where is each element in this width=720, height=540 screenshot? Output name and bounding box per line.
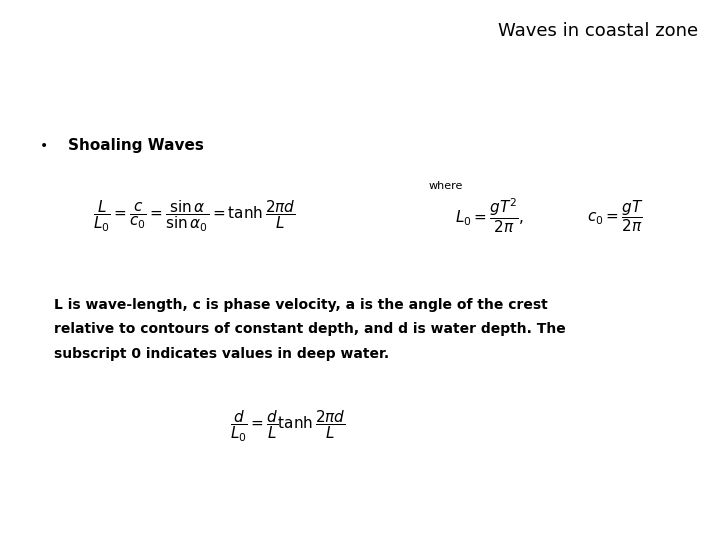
Text: $L_0 = \dfrac{gT^2}{2\pi},$: $L_0 = \dfrac{gT^2}{2\pi},$ [455, 197, 524, 235]
Text: Shoaling Waves: Shoaling Waves [68, 138, 204, 153]
Text: $c_0 = \dfrac{gT}{2\pi}$: $c_0 = \dfrac{gT}{2\pi}$ [588, 198, 644, 234]
Text: L is wave-length, c is phase velocity, a is the angle of the crest: L is wave-length, c is phase velocity, a… [54, 298, 548, 312]
Text: relative to contours of constant depth, and d is water depth. The: relative to contours of constant depth, … [54, 322, 566, 336]
Text: subscript 0 indicates values in deep water.: subscript 0 indicates values in deep wat… [54, 347, 389, 361]
Text: Waves in coastal zone: Waves in coastal zone [498, 22, 698, 39]
Text: $\dfrac{L}{L_0} = \dfrac{c}{c_0} = \dfrac{\sin\alpha}{\sin\alpha_0} = \tanh\dfra: $\dfrac{L}{L_0} = \dfrac{c}{c_0} = \dfra… [93, 198, 296, 234]
Text: •: • [40, 139, 48, 153]
Text: $\dfrac{d}{L_0} = \dfrac{d}{L}\tanh\dfrac{2\pi d}{L}$: $\dfrac{d}{L_0} = \dfrac{d}{L}\tanh\dfra… [230, 409, 346, 444]
Text: where: where [428, 181, 463, 191]
